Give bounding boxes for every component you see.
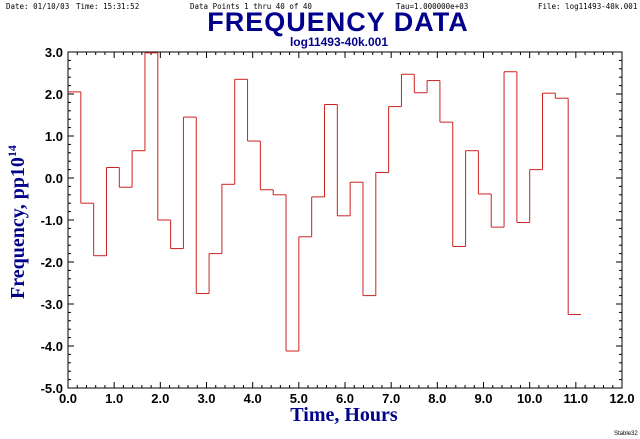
y-tick-label: -3.0	[41, 297, 63, 312]
x-tick-label: 9.0	[474, 391, 492, 406]
y-tick-label: 3.0	[45, 45, 63, 60]
y-tick-label: 2.0	[45, 87, 63, 102]
footer-credit: Stable32	[614, 431, 638, 437]
x-tick-label: 1.0	[105, 391, 123, 406]
x-tick-label: 11.0	[564, 391, 589, 406]
plot-frame	[67, 51, 623, 389]
x-tick-label: 0.0	[59, 391, 77, 406]
header-file: File: log11493-40k.001	[538, 2, 637, 11]
y-tick-label: 1.0	[45, 129, 63, 144]
y-tick-label: 0.0	[45, 171, 63, 186]
x-tick-label: 5.0	[290, 391, 308, 406]
x-tick-label: 6.0	[336, 391, 354, 406]
y-tick-label: -4.0	[41, 339, 63, 354]
header-time: Time: 15:31:52	[76, 2, 139, 11]
header-tau: Tau=1.000000e+03	[396, 2, 468, 11]
y-axis-label: Frequency, pp1014	[5, 145, 29, 299]
header-date: Date: 01/10/03	[6, 2, 69, 11]
y-tick-label: -5.0	[41, 381, 63, 396]
x-tick-label: 10.0	[517, 391, 542, 406]
x-tick-label: 3.0	[197, 391, 215, 406]
axis-ticks: 0.0 1.0 2.0 3.0 4.0 5.0 6.0 7.0 8.0 9.0 10.0 11.0 12…	[41, 45, 635, 406]
y-axis-label-main: Frequency, pp10	[7, 157, 29, 299]
x-tick-label: 7.0	[382, 391, 400, 406]
y-tick-label: -2.0	[41, 255, 63, 270]
x-tick-label: 4.0	[244, 391, 262, 406]
x-tick-label: 2.0	[151, 391, 169, 406]
header-points: Data Points 1 thru 40 of 40	[190, 2, 312, 11]
y-tick-label: -1.0	[41, 213, 63, 228]
y-axis-label-exponent: 14	[5, 145, 19, 157]
x-tick-label: 12.0	[609, 391, 634, 406]
frequency-series	[68, 52, 582, 352]
x-tick-label: 8.0	[428, 391, 446, 406]
chart-subtitle: log11493-40k.001	[290, 35, 388, 49]
series-layer	[68, 52, 582, 352]
x-axis-label: Time, Hours	[290, 404, 398, 426]
chart-title: FREQUENCY DATA	[207, 7, 469, 37]
